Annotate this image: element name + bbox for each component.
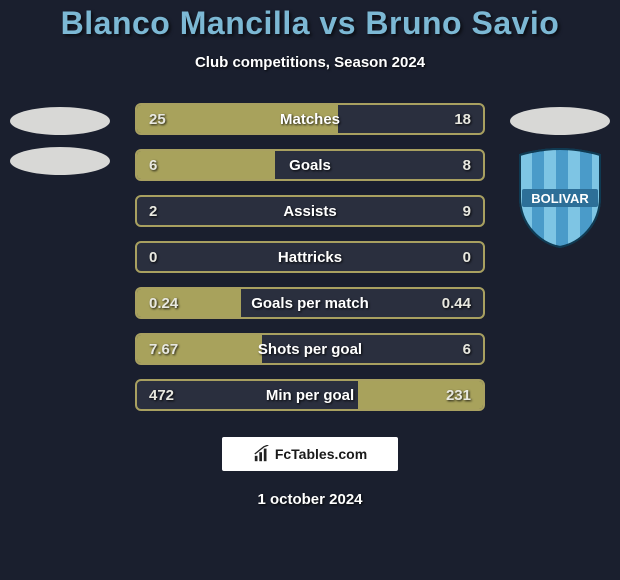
stat-value-right: 9 <box>463 203 483 220</box>
watermark-text: FcTables.com <box>275 446 367 462</box>
right-player-badges: BOLIVAR <box>510 107 610 249</box>
shield-icon: BOLIVAR <box>514 147 606 249</box>
page-title: Blanco Mancilla vs Bruno Savio <box>0 5 620 42</box>
stat-label: Goals <box>289 157 331 174</box>
stat-row: 7.67 Shots per goal 6 <box>135 333 485 365</box>
stat-value-left: 0 <box>137 249 157 266</box>
stat-value-right: 18 <box>454 111 483 128</box>
stat-label: Goals per match <box>251 295 369 312</box>
stat-value-left: 6 <box>137 157 157 174</box>
stats-list: 25 Matches 18 6 Goals 8 2 Assists 9 0 Hattricks 0 0.… <box>135 103 485 411</box>
left-player-badges <box>10 107 110 175</box>
watermark: FcTables.com <box>222 437 398 471</box>
placeholder-badge-icon <box>10 147 110 175</box>
stat-row: 472 Min per goal 231 <box>135 379 485 411</box>
stat-label: Hattricks <box>278 249 342 266</box>
chart-icon <box>253 445 271 463</box>
stat-label: Min per goal <box>266 387 354 404</box>
date-text: 1 october 2024 <box>0 491 620 508</box>
stat-fill-left <box>137 151 275 179</box>
stat-value-left: 7.67 <box>137 341 178 358</box>
stat-row: 0 Hattricks 0 <box>135 241 485 273</box>
crest-label: BOLIVAR <box>531 191 589 206</box>
stat-row: 0.24 Goals per match 0.44 <box>135 287 485 319</box>
stat-row: 2 Assists 9 <box>135 195 485 227</box>
stat-value-left: 472 <box>137 387 174 404</box>
stat-value-right: 231 <box>446 387 483 404</box>
stat-value-right: 0 <box>463 249 483 266</box>
stat-value-left: 0.24 <box>137 295 178 312</box>
stat-value-left: 25 <box>137 111 166 128</box>
club-crest-bolivar: BOLIVAR <box>514 147 606 249</box>
placeholder-badge-icon <box>510 107 610 135</box>
comparison-card: Blanco Mancilla vs Bruno Savio Club comp… <box>0 0 620 580</box>
stat-row: 25 Matches 18 <box>135 103 485 135</box>
placeholder-badge-icon <box>10 107 110 135</box>
stat-label: Shots per goal <box>258 341 362 358</box>
stat-value-left: 2 <box>137 203 157 220</box>
stat-value-right: 0.44 <box>442 295 483 312</box>
stats-section: BOLIVAR 25 Matches 18 6 Goals 8 2 Assists 9 0 Hatt… <box>0 103 620 411</box>
stat-label: Matches <box>280 111 340 128</box>
stat-row: 6 Goals 8 <box>135 149 485 181</box>
subtitle: Club competitions, Season 2024 <box>0 54 620 71</box>
stat-value-right: 6 <box>463 341 483 358</box>
stat-value-right: 8 <box>463 157 483 174</box>
stat-label: Assists <box>283 203 336 220</box>
